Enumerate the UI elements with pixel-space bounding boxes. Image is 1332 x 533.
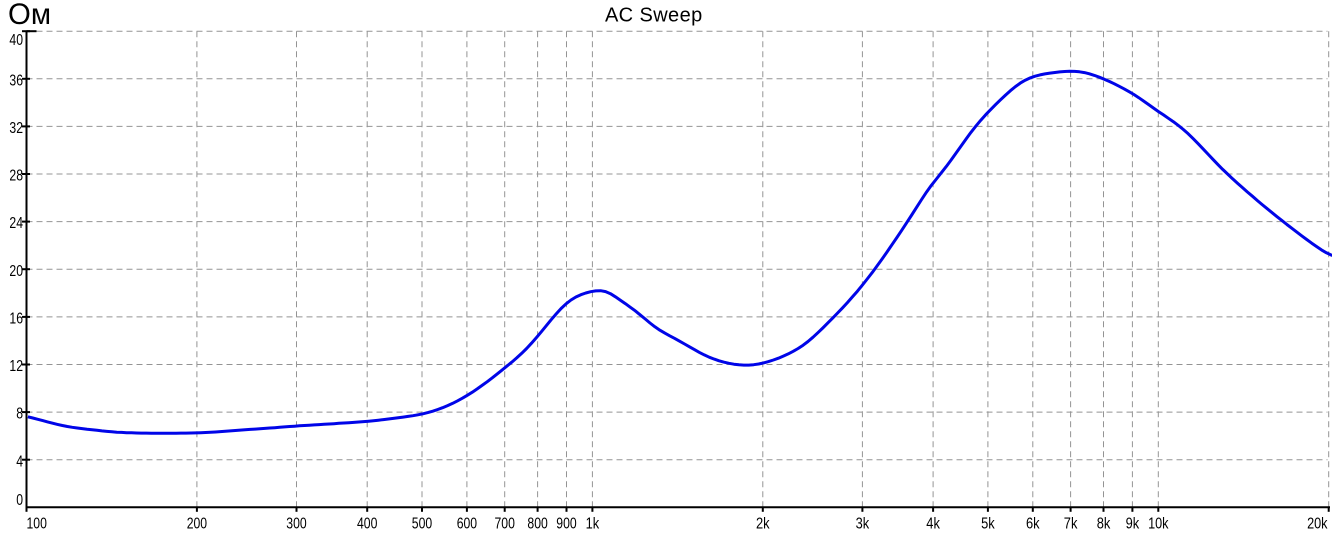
svg-text:9k: 9k [1126,516,1140,533]
svg-text:40: 40 [9,32,23,49]
svg-text:3k: 3k [856,516,870,533]
svg-text:500: 500 [412,516,432,533]
svg-text:4: 4 [16,453,23,470]
svg-text:100: 100 [27,516,47,533]
svg-text:Ом: Ом [8,0,51,31]
svg-text:12: 12 [9,358,23,375]
svg-text:5k: 5k [981,516,995,533]
svg-text:36: 36 [9,72,23,89]
svg-text:200: 200 [187,516,207,533]
svg-text:800: 800 [527,516,547,533]
svg-text:8: 8 [16,406,23,423]
svg-text:1k: 1k [586,516,600,533]
svg-text:32: 32 [9,120,23,137]
svg-text:20k: 20k [1307,516,1328,533]
svg-text:0: 0 [16,492,23,509]
svg-text:20: 20 [9,263,23,280]
svg-text:AC Sweep: AC Sweep [605,5,703,27]
svg-text:300: 300 [286,516,306,533]
svg-text:700: 700 [495,516,515,533]
svg-text:16: 16 [9,311,23,328]
svg-text:4k: 4k [926,516,940,533]
svg-text:28: 28 [9,168,23,185]
svg-text:600: 600 [457,516,477,533]
svg-text:2k: 2k [756,516,770,533]
svg-text:24: 24 [9,215,23,232]
svg-text:900: 900 [556,516,576,533]
svg-text:400: 400 [357,516,377,533]
svg-text:10k: 10k [1148,516,1169,533]
svg-text:8k: 8k [1097,516,1111,533]
svg-text:6k: 6k [1026,516,1040,533]
svg-text:7k: 7k [1064,516,1078,533]
